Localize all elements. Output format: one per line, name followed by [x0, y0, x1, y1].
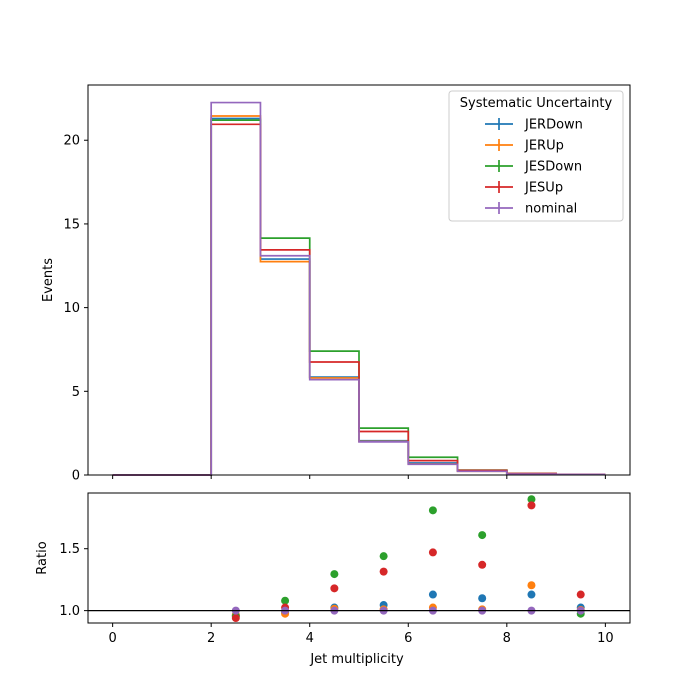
- histogram-series-group: [112, 101, 606, 476]
- ratio-point-JESUp: [527, 501, 536, 510]
- main-y-tick-label: 15: [63, 217, 80, 232]
- legend-label-JESUp: JESUp: [524, 181, 563, 196]
- ratio-x-tick-label: 4: [306, 631, 314, 646]
- main-panel: 0 5 10 15 20 Events Systematic Uncertainty J…: [41, 84, 631, 484]
- legend-entries: JERDown JERUp JESDown JESUp nominal: [485, 118, 583, 217]
- ratio-x-tick-label: 0: [108, 631, 116, 646]
- legend: Systematic Uncertainty JERDown JERUp JESDo…: [448, 90, 624, 222]
- ratio-series-group: [231, 495, 585, 623]
- ratio-series-JESUp: [231, 501, 585, 623]
- ratio-x-tick-label: 2: [207, 631, 215, 646]
- ratio-y-ticks: 1.0 1.5: [59, 542, 88, 619]
- ratio-x-tick-label: 6: [404, 631, 412, 646]
- ratio-panel: 1.0 1.5 0 2 4 6 8 10 Ratio Jet multiplicity: [35, 492, 631, 667]
- ratio-point-JESDown: [281, 596, 290, 605]
- ratio-x-tick-label: 10: [597, 631, 614, 646]
- main-y-tick-label: 20: [63, 134, 80, 149]
- ratio-point-JESUp: [231, 614, 240, 623]
- ratio-x-ticks: 0 2 4 6 8 10: [108, 623, 614, 646]
- legend-label-JERDown: JERDown: [524, 118, 583, 133]
- legend-label-JERUp: JERUp: [524, 139, 564, 154]
- ratio-point-JERDown: [428, 590, 437, 599]
- ratio-point-JESDown: [330, 570, 339, 579]
- legend-label-nominal: nominal: [525, 202, 577, 217]
- ratio-point-JERDown: [527, 590, 536, 599]
- ratio-y-axis-label: Ratio: [35, 541, 50, 574]
- ratio-point-JESDown: [428, 506, 437, 515]
- legend-entry-nominal: nominal: [485, 202, 577, 217]
- ratio-point-JERDown: [478, 594, 487, 603]
- main-y-tick-label: 10: [63, 301, 80, 316]
- legend-label-JESDown: JESDown: [524, 160, 582, 175]
- ratio-point-JESDown: [379, 552, 388, 561]
- legend-entry-JERUp: JERUp: [485, 139, 564, 154]
- histogram-series-nominal: [112, 101, 606, 476]
- legend-title: Systematic Uncertainty: [460, 96, 613, 111]
- ratio-point-JERUp: [527, 581, 536, 590]
- ratio-point-JESUp: [576, 590, 585, 599]
- legend-entry-JERDown: JERDown: [485, 118, 583, 133]
- ratio-point-JESUp: [379, 567, 388, 576]
- ratio-x-tick-label: 8: [503, 631, 511, 646]
- main-x-ticks: [112, 475, 606, 479]
- ratio-point-JESDown: [478, 531, 487, 540]
- main-y-ticks: 0 5 10 15 20: [63, 134, 88, 484]
- ratio-point-JESUp: [428, 548, 437, 557]
- ratio-series-JESDown: [231, 495, 585, 621]
- ratio-point-JESUp: [330, 584, 339, 593]
- ratio-y-tick-label: 1.0: [59, 604, 80, 619]
- x-axis-label: Jet multiplicity: [309, 652, 404, 667]
- legend-entry-JESDown: JESDown: [485, 160, 582, 175]
- ratio-axes-frame: [87, 492, 631, 624]
- ratio-y-tick-label: 1.5: [59, 542, 80, 557]
- legend-entry-JESUp: JESUp: [485, 181, 563, 196]
- main-y-axis-label: Events: [41, 258, 56, 302]
- ratio-point-JESDown: [527, 495, 536, 504]
- main-axes-frame: [87, 84, 631, 476]
- main-y-tick-label: 0: [72, 469, 80, 484]
- main-y-tick-label: 5: [72, 385, 80, 400]
- ratio-point-JESUp: [478, 560, 487, 569]
